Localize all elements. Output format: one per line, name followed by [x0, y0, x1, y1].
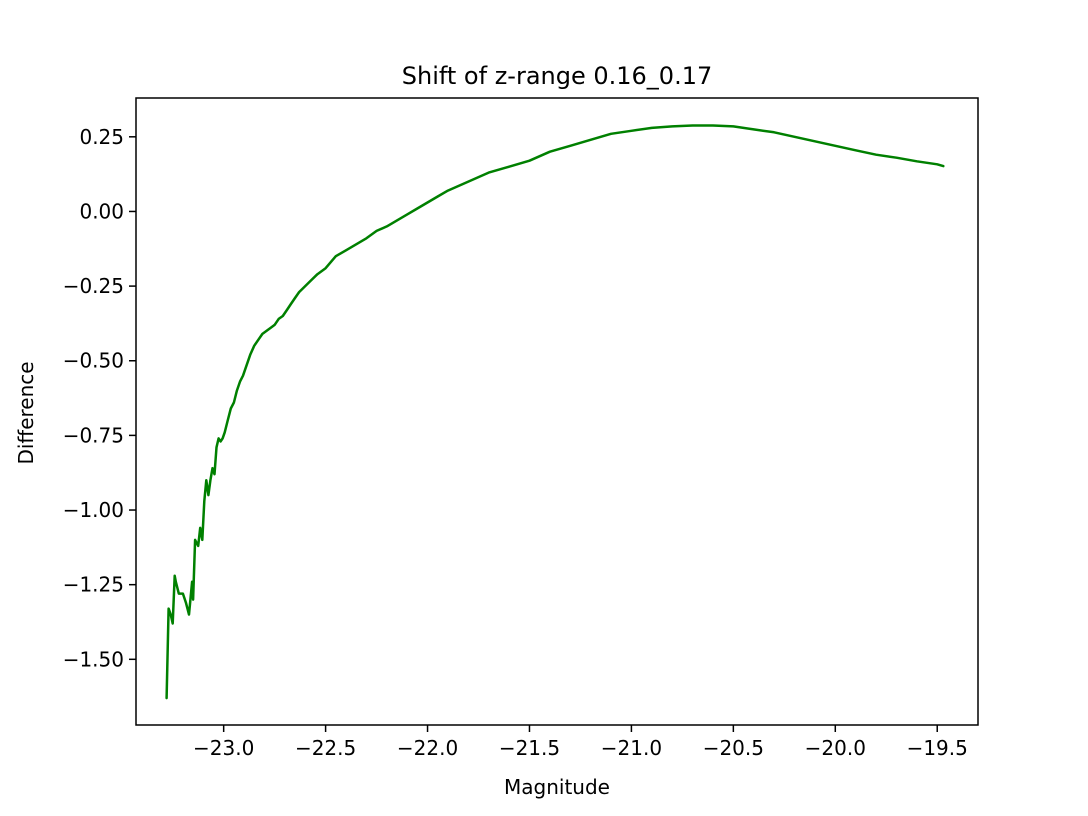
x-tick-label: −22.5 [295, 736, 356, 760]
x-tick-label: −23.0 [193, 736, 254, 760]
y-tick-label: −1.00 [63, 498, 124, 522]
x-tick-label: −21.5 [499, 736, 560, 760]
y-tick-label: −1.50 [63, 647, 124, 671]
x-axis-label: Magnitude [504, 775, 610, 799]
x-tick-label: −19.5 [907, 736, 968, 760]
x-tick-label: −20.5 [703, 736, 764, 760]
x-tick-label: −21.0 [601, 736, 662, 760]
series-line [165, 124, 945, 700]
y-tick-label: 0.00 [79, 199, 124, 223]
y-tick-label: −0.25 [63, 274, 124, 298]
chart-title: Shift of z-range 0.16_0.17 [402, 62, 713, 90]
x-tick-label: −20.0 [805, 736, 866, 760]
y-tick-label: −0.50 [63, 349, 124, 373]
y-tick-label: −1.25 [63, 573, 124, 597]
plot-area-frame [135, 97, 979, 726]
y-axis-label: Difference [14, 361, 38, 464]
y-tick-label: 0.25 [79, 125, 124, 149]
x-tick-label: −22.0 [397, 736, 458, 760]
y-axis: 0.25 0.00 −0.25 −0.50 −0.75 −1.00 −1.25 −1.50 [63, 125, 136, 671]
x-axis: −23.0 −22.5 −22.0 −21.5 −21.0 −20.5 −20.0 −19.5 [193, 725, 968, 760]
y-tick-label: −0.75 [63, 423, 124, 447]
